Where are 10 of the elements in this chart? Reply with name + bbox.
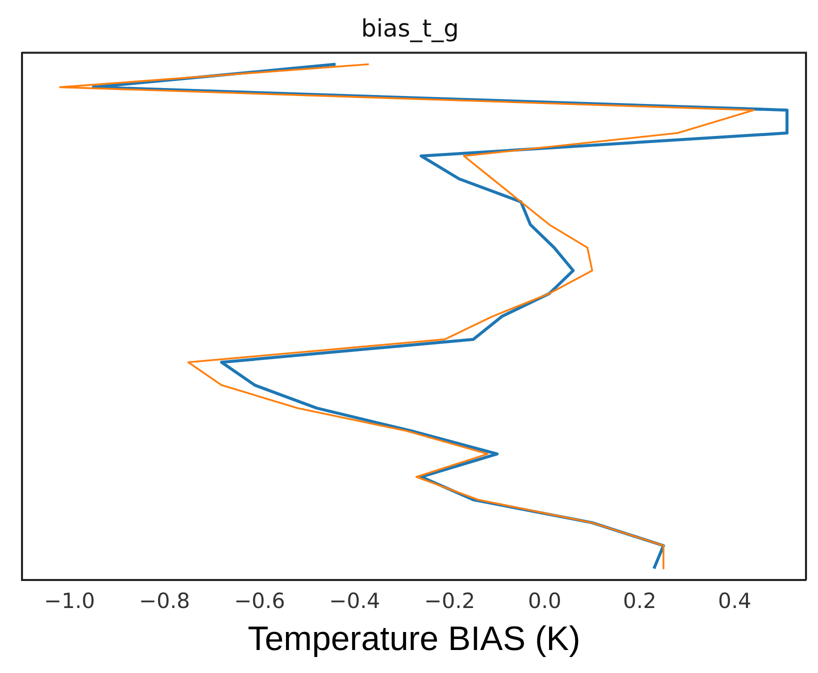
x-tick-label: 0.0 [528,589,562,614]
x-tick-label: −0.6 [234,589,286,614]
x-tick-label: −0.4 [329,589,380,614]
x-tick-label: −1.0 [44,589,96,614]
x-tick-label: −0.2 [424,589,476,614]
x-tick-label: 0.4 [718,589,752,614]
x-tick-label: −0.8 [139,589,190,614]
x-axis-title: Temperature BIAS (K) [248,620,580,658]
chart-title: bias_t_g [361,14,459,43]
x-tick-label: 0.2 [622,589,656,614]
